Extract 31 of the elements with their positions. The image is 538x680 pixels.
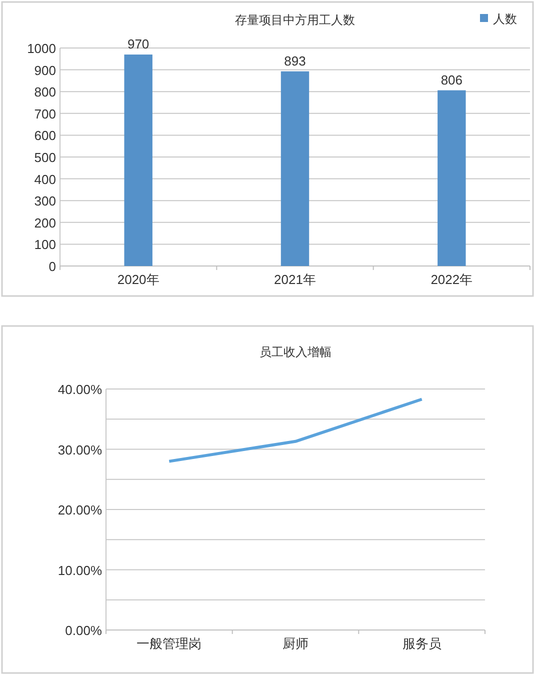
x-tick-label: 2020年 [117,272,160,287]
x-tick-label: 厨师 [282,636,308,651]
y-tick-label: 700 [34,106,56,122]
y-tick-label: 200 [34,215,56,230]
chart-title: 存量项目中方用工人数 [235,13,355,27]
bar [438,90,466,266]
y-tick-label: 600 [34,128,56,144]
chart-title: 员工收入增幅 [260,345,332,359]
y-tick-label: 1000 [27,41,56,56]
y-tick-label: 0.00% [65,623,102,638]
y-tick-label: 30.00% [58,442,102,458]
y-tick-label: 500 [34,150,56,165]
y-tick-label: 40.00% [58,382,102,397]
data-label: 806 [440,72,463,88]
bar [280,71,310,266]
y-tick-label: 800 [34,84,56,100]
x-tick-label: 一般管理岗 [136,636,202,651]
y-tick-label: 300 [34,194,56,209]
x-tick-label: 2022年 [430,272,473,287]
bar [124,54,152,266]
y-tick-label: 900 [34,62,56,78]
y-tick-label: 10.00% [58,562,102,578]
y-tick-label: 100 [34,237,56,252]
x-tick-label: 服务员 [402,636,442,651]
legend-label: 人数 [493,12,517,26]
data-label: 893 [284,53,306,68]
y-tick-label: 20.00% [58,502,102,518]
data-label: 970 [127,36,150,52]
x-tick-label: 2021年 [274,272,316,287]
y-tick-label: 400 [34,172,56,187]
y-tick-label: 0 [48,259,56,274]
